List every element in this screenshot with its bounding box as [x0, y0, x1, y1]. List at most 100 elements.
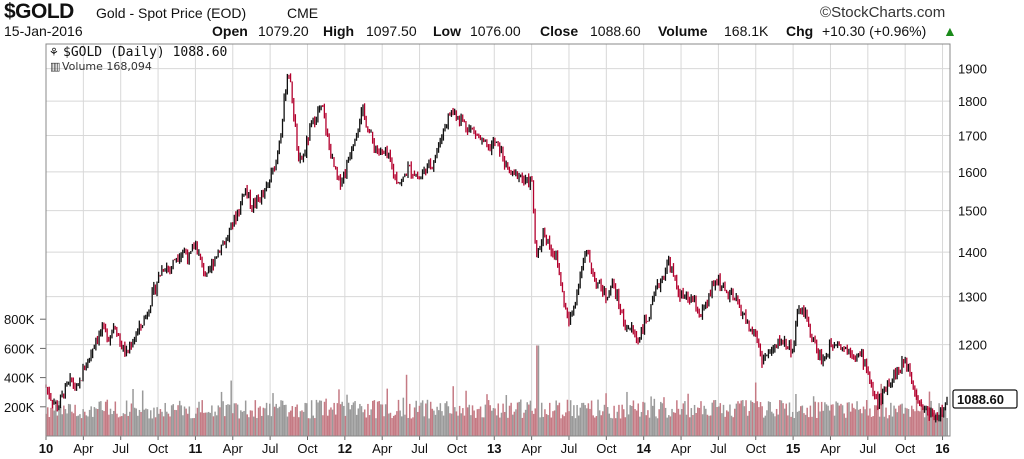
- volume-bar-97: [201, 400, 203, 436]
- volume-bar-447: [764, 415, 767, 436]
- volume-bar-332: [579, 407, 582, 436]
- volume-bar-284: [502, 403, 504, 436]
- volume-bar-200: [367, 403, 369, 436]
- volume-bar-256: [457, 415, 459, 436]
- volume-bar-212: [386, 388, 388, 436]
- volume-bar-307: [539, 417, 541, 436]
- x-tick-19: Oct: [746, 441, 767, 456]
- volume-bar-507: [861, 413, 863, 436]
- volume-bar-367: [635, 410, 638, 436]
- volume-bar-434: [743, 406, 746, 436]
- volume-bar-211: [384, 404, 387, 436]
- volume-bar-23: [82, 409, 84, 436]
- volume-bar-451: [771, 411, 773, 436]
- volume-bar-321: [561, 414, 564, 436]
- volume-bar-70: [158, 413, 160, 436]
- x-tick-12: 13: [487, 441, 501, 456]
- volume-bar-366: [634, 409, 636, 436]
- volume-bar-475: [809, 405, 812, 436]
- volume-bar-539: [912, 409, 915, 436]
- volume-bar-144: [277, 408, 279, 436]
- volume-bar-416: [714, 399, 717, 436]
- volume-bar-340: [592, 415, 594, 436]
- volume-bar-374: [647, 410, 649, 436]
- volume-bar-196: [360, 406, 363, 436]
- volume-bar-116: [232, 413, 234, 436]
- volume-bar-294: [518, 401, 520, 436]
- volume-bar-235: [423, 416, 426, 436]
- volume-bar-193: [355, 414, 358, 436]
- volume-bar-299: [526, 402, 528, 436]
- volume-bar-328: [573, 405, 575, 436]
- volume-bar-547: [925, 408, 927, 436]
- x-tick-9: Apr: [372, 441, 393, 456]
- volume-bar-392: [676, 400, 678, 436]
- volume-bar-12: [64, 409, 67, 436]
- volume-bar-95: [198, 401, 200, 436]
- volume-bar-350: [608, 413, 611, 436]
- volume-bar-102: [209, 412, 212, 436]
- volume-bar-77: [169, 416, 171, 436]
- volume-bar-6: [55, 399, 57, 436]
- volume-bar-217: [394, 414, 397, 436]
- volume-bar-524: [888, 415, 890, 436]
- volume-bar-252: [450, 413, 453, 436]
- volume-bar-213: [388, 413, 390, 436]
- volume-bar-198: [363, 409, 366, 436]
- volume-bar-28: [90, 406, 92, 436]
- volume-bar-226: [409, 403, 411, 436]
- chg-label: Chg: [786, 23, 814, 39]
- volume-bar-384: [663, 397, 665, 436]
- x-tick-8: 12: [338, 441, 352, 456]
- volume-bar-36: [103, 411, 105, 436]
- volume-bar-373: [645, 415, 648, 436]
- volume-bar-246: [441, 411, 443, 436]
- volume-bar-32: [96, 409, 99, 436]
- volume-bar-526: [891, 416, 894, 436]
- brand-logo[interactable]: ©StockCharts.com: [820, 4, 946, 21]
- volume-bar-473: [806, 407, 808, 436]
- volume-bar-241: [433, 410, 435, 436]
- volume-bar-15: [69, 404, 72, 436]
- volume-bar-393: [677, 408, 680, 436]
- volume-bar-171: [320, 400, 323, 436]
- volume-bar-452: [772, 413, 775, 436]
- volume-bar-162: [306, 403, 308, 436]
- volume-bar-486: [827, 405, 829, 436]
- volume-bar-414: [711, 402, 714, 436]
- volume-bar-222: [402, 397, 405, 436]
- volume-bar-128: [251, 410, 253, 436]
- volume-bar-287: [507, 417, 509, 436]
- volume-bar-43: [114, 401, 117, 436]
- volume-bar-245: [439, 403, 442, 436]
- volume-bar-487: [828, 410, 831, 436]
- volume-bar-249: [446, 401, 448, 436]
- volume-bar-439: [751, 401, 754, 436]
- last-price-value: 1088.60: [957, 392, 1004, 407]
- volume-bar-489: [832, 404, 834, 436]
- volume-bar-13: [66, 413, 68, 436]
- price-legend-icon: ⚘: [50, 45, 58, 60]
- volume-bar-220: [399, 410, 401, 436]
- volume-bar-21: [79, 414, 81, 436]
- volume-bar-523: [886, 418, 889, 436]
- volume-bar-391: [674, 412, 676, 436]
- volume-bar-342: [595, 416, 598, 436]
- volume-bar-545: [922, 407, 924, 436]
- volume-bar-31: [95, 408, 97, 436]
- volume-bar-283: [500, 412, 503, 436]
- volume-bar-504: [856, 401, 858, 436]
- x-tick-17: Apr: [671, 441, 692, 456]
- volume-bar-502: [853, 407, 855, 436]
- volume-bar-442: [756, 401, 759, 436]
- volume-bar-124: [244, 400, 247, 436]
- volume-bar-180: [335, 414, 337, 436]
- volume-bar-412: [708, 415, 710, 436]
- volume-bar-306: [537, 345, 540, 436]
- volume-bar-296: [521, 417, 524, 436]
- volume-bar-355: [616, 411, 619, 436]
- volume-bar-11: [63, 405, 65, 436]
- volume-bar-231: [417, 411, 419, 436]
- legend: ⚘ $GOLD (Daily) 1088.60 ▥ Volume 168,094: [50, 45, 227, 73]
